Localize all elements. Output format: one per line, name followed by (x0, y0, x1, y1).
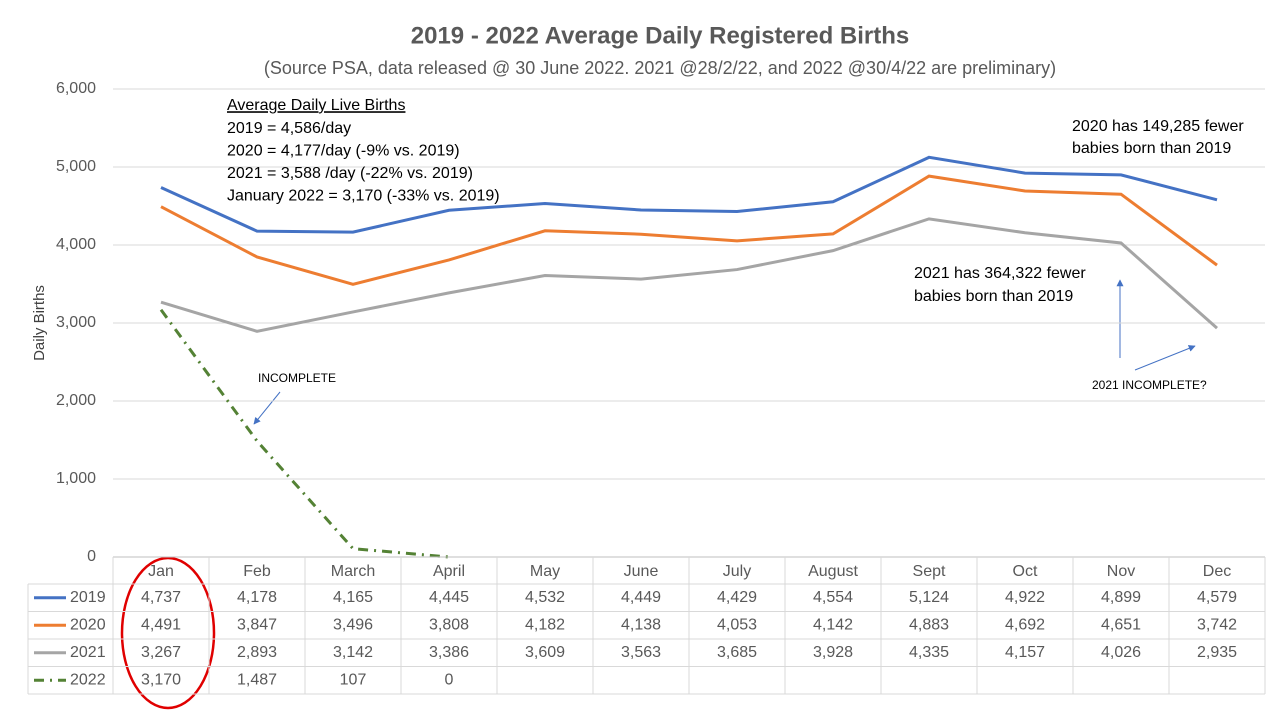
table-value: 4,883 (909, 616, 949, 633)
series-line (160, 155, 1218, 234)
annotation: 2021 INCOMPLETE? (1092, 378, 1207, 392)
x-tick-label: Jan (148, 563, 174, 580)
table-value: 4,449 (621, 589, 661, 606)
annotation-line: 2021 has 364,322 fewer (914, 265, 1086, 282)
annotation: INCOMPLETE (258, 371, 336, 385)
annotation-line: babies born than 2019 (914, 288, 1073, 305)
x-tick-label: Feb (243, 563, 271, 580)
table-value: 4,429 (717, 589, 757, 606)
table-value: 1,487 (237, 671, 277, 688)
table-value: 3,142 (333, 644, 373, 661)
legend-label: 2020 (70, 616, 106, 633)
table-value: 4,922 (1005, 589, 1045, 606)
table-value: 5,124 (909, 589, 949, 606)
table-value: 3,808 (429, 616, 469, 633)
table-value: 3,847 (237, 616, 277, 633)
legend-label: 2022 (70, 671, 106, 688)
chart-title: 2019 - 2022 Average Daily Registered Bir… (411, 22, 909, 49)
table-value: 3,742 (1197, 616, 1237, 633)
series-line (159, 308, 450, 559)
x-tick-label: Oct (1013, 563, 1038, 580)
table-value: 4,899 (1101, 589, 1141, 606)
table-value: 4,651 (1101, 616, 1141, 633)
legend-label: 2019 (70, 589, 106, 606)
table-value: 4,692 (1005, 616, 1045, 633)
table-value: 3,609 (525, 644, 565, 661)
table-value: 3,928 (813, 644, 853, 661)
table-value: 4,142 (813, 616, 853, 633)
table-value: 4,445 (429, 589, 469, 606)
x-tick-label: March (331, 563, 375, 580)
y-axis-label: Daily Births (31, 285, 48, 361)
x-tick-label: July (723, 563, 751, 580)
table-value: 107 (340, 671, 367, 688)
table-value: 4,491 (141, 616, 181, 633)
table-value: 4,335 (909, 644, 949, 661)
table-value: 4,737 (141, 589, 181, 606)
x-tick-label: April (433, 563, 465, 580)
x-tick-label: June (624, 563, 659, 580)
table-value: 3,685 (717, 644, 757, 661)
table-value: 4,053 (717, 616, 757, 633)
series-line (160, 217, 1218, 333)
table-value: 3,267 (141, 644, 181, 661)
table-value: 4,182 (525, 616, 565, 633)
table-value: 3,170 (141, 671, 181, 688)
y-tick-label: 5,000 (56, 158, 96, 175)
x-tick-label: May (530, 563, 560, 580)
arrow (1134, 345, 1196, 371)
x-tick-label: Dec (1203, 563, 1231, 580)
table-value: 4,165 (333, 589, 373, 606)
table-value: 4,026 (1101, 644, 1141, 661)
series-line (160, 174, 1218, 286)
x-tick-label: Sept (913, 563, 946, 580)
table-value: 2,893 (237, 644, 277, 661)
table-value: 2,935 (1197, 644, 1237, 661)
highlight-ellipse (120, 556, 216, 710)
legend-label: 2021 (70, 644, 106, 661)
table-value: 4,532 (525, 589, 565, 606)
table-value: 3,386 (429, 644, 469, 661)
x-tick-label: Nov (1107, 563, 1135, 580)
annotation-line: January 2022 = 3,170 (-33% vs. 2019) (227, 188, 500, 205)
annotation-line: 2019 = 4,586/day (227, 120, 351, 137)
x-tick-label: August (808, 563, 858, 580)
table-value: 3,496 (333, 616, 373, 633)
y-tick-label: 6,000 (56, 80, 96, 97)
table-value: 4,579 (1197, 589, 1237, 606)
arrow (253, 391, 281, 425)
y-tick-label: 3,000 (56, 314, 96, 331)
y-tick-label: 0 (87, 548, 96, 565)
table-value: 4,178 (237, 589, 277, 606)
annotation-line: 2020 has 149,285 fewer (1072, 118, 1244, 135)
y-tick-label: 4,000 (56, 236, 96, 253)
y-tick-label: 1,000 (56, 470, 96, 487)
annotation-line: babies born than 2019 (1072, 140, 1231, 157)
table-value: 3,563 (621, 644, 661, 661)
table-value: 4,138 (621, 616, 661, 633)
y-tick-label: 2,000 (56, 392, 96, 409)
table-value: 4,554 (813, 589, 853, 606)
annotation-line: 2020 = 4,177/day (-9% vs. 2019) (227, 143, 460, 160)
chart-subtitle: (Source PSA, data released @ 30 June 202… (264, 58, 1056, 78)
table-value: 0 (445, 671, 454, 688)
table-value: 4,157 (1005, 644, 1045, 661)
annotation-line: 2021 = 3,588 /day (-22% vs. 2019) (227, 165, 473, 182)
annotation-heading: Average Daily Live Births (227, 97, 405, 114)
